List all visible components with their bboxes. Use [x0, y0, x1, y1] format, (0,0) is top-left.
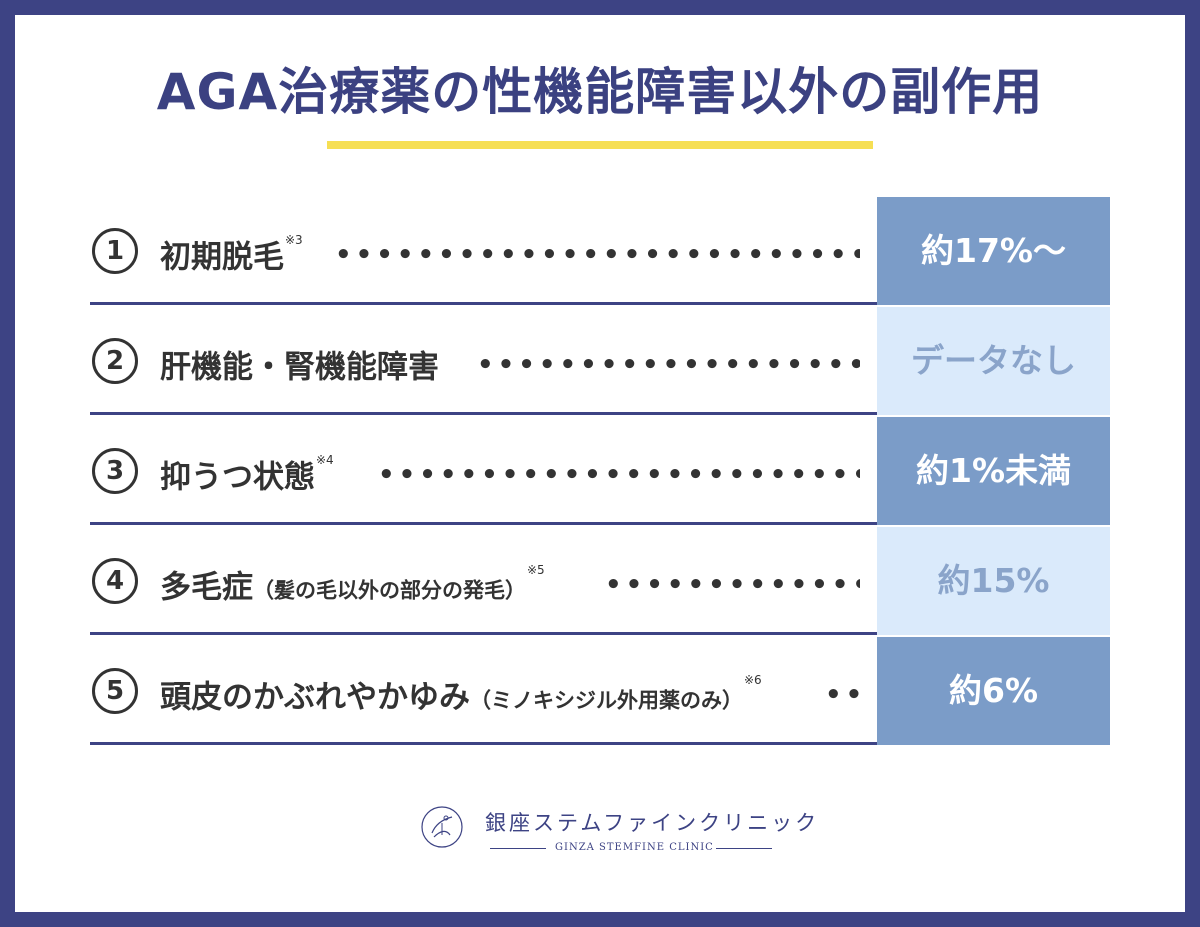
reference-mark: ※3 [285, 233, 303, 247]
side-effect-name: 抑うつ状態 [160, 459, 315, 496]
side-effect-name: 肝機能・腎機能障害 [160, 349, 439, 386]
reference-mark: ※6 [744, 673, 762, 687]
side-effect-name: 初期脱毛 [160, 239, 284, 276]
row-divider [90, 412, 877, 415]
row-divider [90, 522, 877, 525]
side-effect-name: 多毛症 [160, 569, 253, 606]
incidence-value: データなし [877, 307, 1110, 415]
row-divider [90, 632, 877, 635]
row-number-badge: 2 [92, 338, 138, 384]
title-accent-bar [327, 141, 873, 149]
reference-mark: ※4 [316, 453, 334, 467]
side-effect-label: 肝機能・腎機能障害 [160, 342, 440, 390]
row-number-badge: 3 [92, 448, 138, 494]
clinic-logo: 銀座ステムファインクリニック GINZA STEMFINE CLINIC [420, 805, 816, 860]
leader-dots: •••••••••••••••••••••••••••••••••••• [378, 460, 860, 490]
side-effect-row-2: 2 肝機能・腎機能障害 ••••••••••••••••••••••••••••… [90, 307, 1110, 415]
clinic-logo-icon [421, 806, 463, 848]
clinic-name-jp: 銀座ステムファインクリニック [485, 811, 820, 835]
row-divider [90, 302, 877, 305]
reference-mark: ※5 [527, 563, 545, 577]
leader-dots: •••••••••••••••••••••••••••••• [477, 350, 860, 380]
incidence-value: 約1%未満 [877, 417, 1110, 525]
row-divider [90, 742, 877, 745]
clinic-name-en: GINZA STEMFINE CLINIC [555, 842, 714, 853]
row-number-badge: 1 [92, 228, 138, 274]
side-effect-name: 頭皮のかぶれやかゆみ [160, 679, 470, 716]
side-effect-label: 初期脱毛※3 [160, 232, 303, 280]
side-effect-label: 多毛症（髪の毛以外の部分の発毛）※5 [160, 562, 545, 610]
incidence-value: 約6% [877, 637, 1110, 745]
divider [490, 848, 546, 849]
side-effect-note: （髪の毛以外の部分の発毛） [253, 578, 526, 603]
side-effect-label: 頭皮のかぶれやかゆみ（ミノキシジル外用薬のみ）※6 [160, 672, 762, 720]
side-effect-label: 抑うつ状態※4 [160, 452, 334, 500]
leader-dots: •••••••••••••••••••••••••••••••••••••• [335, 240, 860, 270]
side-effect-row-3: 3 抑うつ状態※4 ••••••••••••••••••••••••••••••… [90, 417, 1110, 525]
leader-dots: •• [825, 680, 860, 710]
row-number-badge: 4 [92, 558, 138, 604]
leader-dots: ••••••••••••••••••• [605, 570, 860, 600]
incidence-value: 約15% [877, 527, 1110, 635]
side-effect-row-5: 5 頭皮のかぶれやかゆみ（ミノキシジル外用薬のみ）※6 •• 約6% [90, 637, 1110, 745]
page-title: AGA治療薬の性機能障害以外の副作用 [156, 63, 1044, 121]
divider [716, 848, 772, 849]
side-effect-row-1: 1 初期脱毛※3 •••••••••••••••••••••••••••••••… [90, 197, 1110, 305]
side-effect-row-4: 4 多毛症（髪の毛以外の部分の発毛）※5 •••••••••••••••••••… [90, 527, 1110, 635]
incidence-value: 約17%〜 [877, 197, 1110, 305]
row-number-badge: 5 [92, 668, 138, 714]
side-effect-note: （ミノキシジル外用薬のみ） [470, 688, 743, 713]
